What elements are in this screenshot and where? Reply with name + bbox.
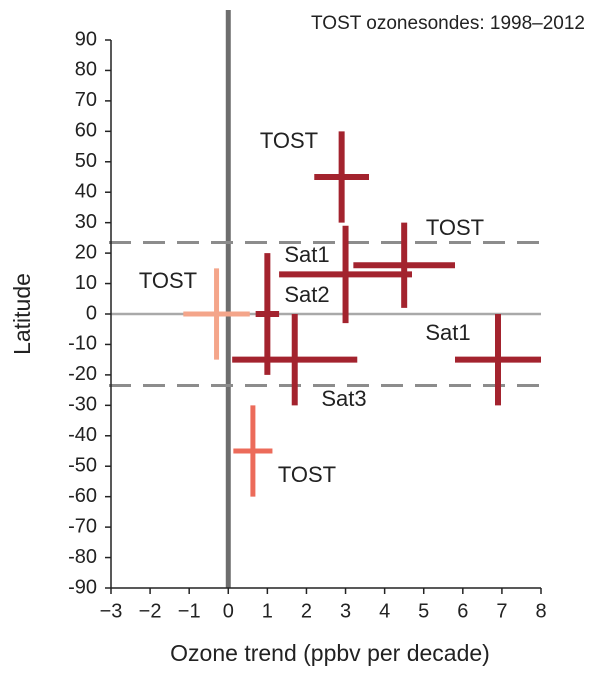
x-tick-label: 1 [262, 600, 273, 622]
y-tick-label: 10 [75, 272, 97, 294]
x-tick-label: 4 [379, 600, 390, 622]
series-label: TOST [139, 268, 197, 293]
y-tick-label: -50 [68, 455, 97, 477]
y-tick-label: 20 [75, 241, 97, 263]
y-tick-label: -90 [68, 576, 97, 598]
x-tick-label: 2 [301, 600, 312, 622]
x-axis-label: Ozone trend (ppbv per decade) [170, 640, 490, 666]
x-tick-label: 6 [457, 600, 468, 622]
series-label: Sat1 [284, 242, 329, 267]
y-tick-label: -60 [68, 485, 97, 507]
y-axis-label: Latitude [9, 273, 35, 355]
y-tick-label: -70 [68, 515, 97, 537]
y-tick-label: 70 [75, 89, 97, 111]
series-label: Sat1 [425, 320, 470, 345]
series-label: Sat3 [321, 386, 366, 411]
y-tick-label: 60 [75, 120, 97, 142]
series-label: TOST [260, 128, 318, 153]
y-tick-label: -10 [68, 333, 97, 355]
x-tick-label: −3 [100, 600, 123, 622]
y-tick-label: 90 [75, 28, 97, 50]
series-label: TOST [278, 462, 336, 487]
y-tick-label: 30 [75, 211, 97, 233]
y-tick-label: -30 [68, 394, 97, 416]
series-label: TOST [426, 215, 484, 240]
x-tick-label: 8 [535, 600, 546, 622]
y-tick-label: 0 [86, 302, 97, 324]
x-tick-label: 3 [340, 600, 351, 622]
chart-title: TOST ozonesondes: 1998–2012 [311, 13, 585, 34]
y-tick-label: -40 [68, 424, 97, 446]
y-tick-label: -20 [68, 363, 97, 385]
series-label: Sat2 [284, 282, 329, 307]
y-tick-label: 80 [75, 59, 97, 81]
x-tick-label: 5 [418, 600, 429, 622]
y-tick-label: 50 [75, 150, 97, 172]
y-tick-label: -80 [68, 546, 97, 568]
x-tick-label: 0 [223, 600, 234, 622]
x-tick-label: 7 [496, 600, 507, 622]
x-tick-label: −2 [139, 600, 162, 622]
x-tick-label: −1 [178, 600, 201, 622]
y-tick-label: 40 [75, 181, 97, 203]
